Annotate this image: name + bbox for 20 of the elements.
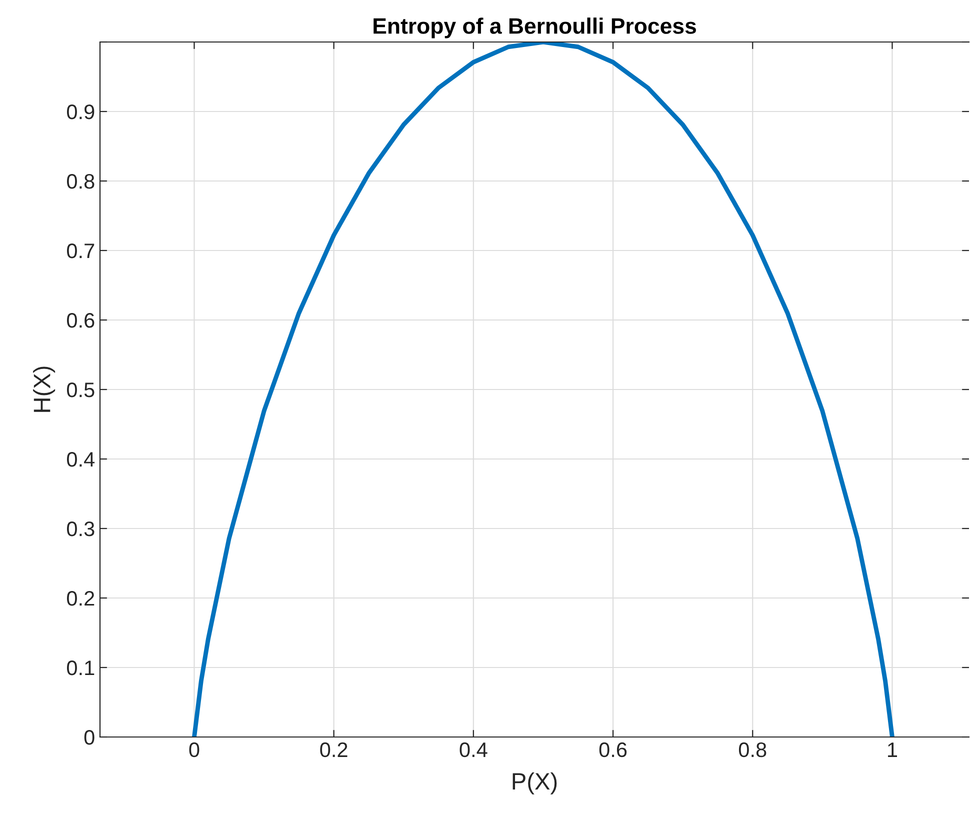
y-tick-label: 0.2 <box>66 591 94 606</box>
y-tick-label: 0.6 <box>66 313 94 328</box>
y-tick-label: 0.4 <box>66 452 95 467</box>
x-tick-label: 0.4 <box>460 742 488 758</box>
y-tick-label: 0.3 <box>66 522 94 536</box>
y-tick-label: 0 <box>84 730 94 745</box>
y-tick-label: 0.7 <box>66 244 94 258</box>
line-series <box>192 42 894 737</box>
y-tick-label: 0.5 <box>66 382 94 398</box>
x-tick-label: 0.6 <box>599 742 627 758</box>
chart-title: Entropy of a Bernoulli Process <box>374 18 696 38</box>
y-tick-label: 0.8 <box>66 174 94 189</box>
y-tick-label: 0.1 <box>66 660 94 676</box>
x-tick-label: 0 <box>189 742 200 758</box>
x-tick-label: 0.8 <box>738 742 766 758</box>
y-tick-label: 0.9 <box>66 104 94 120</box>
x-axis-title: P(X) <box>512 772 557 794</box>
x-tick-label: 1 <box>888 742 897 757</box>
x-tick-label: 0.2 <box>320 742 348 758</box>
y-axis-title: H(X) <box>33 366 56 412</box>
